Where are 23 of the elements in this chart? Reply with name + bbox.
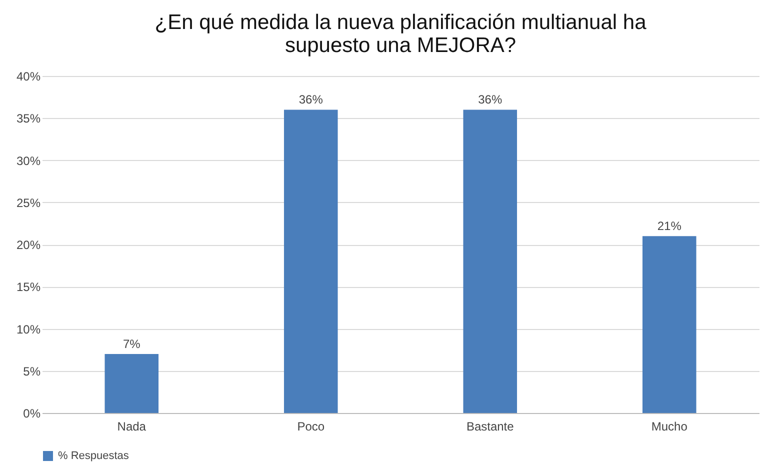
- y-tick-label: 35%: [16, 112, 41, 126]
- x-tick-label: Nada: [117, 420, 146, 434]
- y-tick-label: 40%: [16, 70, 41, 84]
- y-tick-label: 15%: [16, 280, 41, 294]
- bar: [642, 236, 696, 413]
- bar: [284, 110, 338, 413]
- y-tick-label: 30%: [16, 154, 41, 168]
- legend-label: % Respuestas: [58, 450, 130, 462]
- data-label: 36%: [298, 92, 324, 107]
- data-label: 21%: [657, 219, 682, 234]
- bar: [104, 354, 159, 413]
- y-tick-label: 10%: [16, 322, 41, 336]
- bar: [463, 110, 518, 413]
- x-tick-label: Mucho: [651, 420, 688, 434]
- chart-title: ¿En qué medida la nueva planificación multianual ha supuesto una MEJORA?: [154, 11, 647, 57]
- x-tick-label: Bastante: [466, 420, 514, 434]
- y-tick-label: 25%: [16, 196, 41, 210]
- data-label: 36%: [478, 92, 502, 107]
- data-label: 7%: [122, 337, 141, 352]
- y-tick-label: 5%: [23, 364, 41, 378]
- x-tick-label: Poco: [297, 420, 325, 434]
- y-tick-label: 20%: [16, 238, 41, 252]
- y-tick-label: 0%: [23, 406, 41, 420]
